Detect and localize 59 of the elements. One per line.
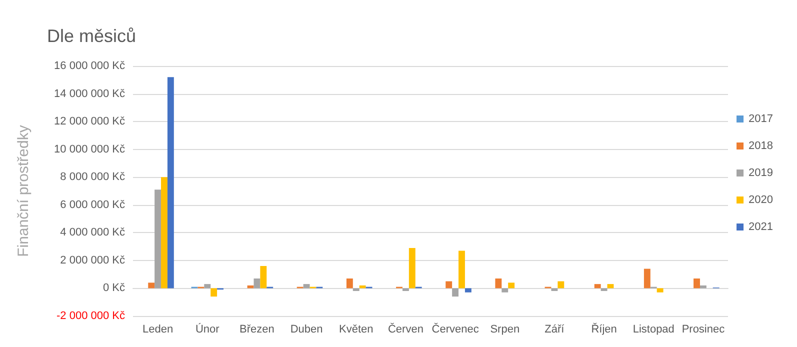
bar <box>502 288 508 292</box>
bar <box>600 288 608 291</box>
bar <box>558 281 564 288</box>
bar <box>594 284 601 288</box>
y-tick-label: 12 000 000 Kč <box>54 116 126 128</box>
x-tick-label: Leden <box>142 324 174 336</box>
legend-label: 2019 <box>748 167 774 179</box>
bar <box>167 77 174 288</box>
legend-label: 2021 <box>748 221 774 233</box>
legend-label: 2020 <box>748 194 774 206</box>
x-tick-label: Březen <box>240 324 274 336</box>
y-tick-label: 2 000 000 Kč <box>60 254 126 266</box>
x-tick-label: Říjen <box>591 322 617 336</box>
x-tick-label: Listopad <box>632 324 674 336</box>
bar <box>260 266 267 288</box>
bar <box>303 284 310 288</box>
x-tick-label: Květen <box>339 324 374 336</box>
y-tick-label: 6 000 000 Kč <box>60 198 126 211</box>
y-tick-label: 4 000 000 Kč <box>60 226 126 239</box>
legend-label: 2018 <box>748 140 774 152</box>
bar <box>644 268 650 288</box>
y-tick-label: 14 000 000 Kč <box>54 88 126 100</box>
bar <box>210 288 218 297</box>
bar <box>694 278 700 288</box>
bar <box>458 250 465 288</box>
x-tick-label: Červenec <box>432 322 480 336</box>
bar <box>359 285 366 288</box>
bar <box>700 285 706 288</box>
bar <box>408 248 416 288</box>
bar <box>204 284 211 288</box>
bar <box>161 177 168 288</box>
bar <box>346 278 353 288</box>
y-tick-label: -2 000 000 Kč <box>56 310 126 322</box>
bar <box>452 288 459 297</box>
bar <box>148 282 155 288</box>
chart-title: Dle měsiců <box>47 26 136 46</box>
x-tick-label: Červen <box>388 322 424 336</box>
bar <box>154 190 162 288</box>
bar <box>656 288 664 292</box>
y-tick-label: 16 000 000 Kč <box>54 60 126 72</box>
x-tick-label: Srpen <box>490 324 520 336</box>
y-axis-title: Finanční prostředky <box>15 124 32 257</box>
bar <box>607 284 614 288</box>
x-tick-label: Únor <box>195 322 220 336</box>
y-tick-label: 0 Kč <box>102 282 126 294</box>
x-tick-label: Prosinec <box>682 324 726 336</box>
bar <box>495 278 502 288</box>
bar <box>508 282 515 288</box>
bar <box>352 288 360 291</box>
y-tick-label: 10 000 000 Kč <box>54 143 126 156</box>
bar <box>551 288 558 291</box>
x-tick-label: Duben <box>290 324 323 336</box>
bar <box>464 288 472 292</box>
legend-label: 2017 <box>748 113 774 125</box>
bar <box>254 278 260 288</box>
bar <box>446 281 452 288</box>
bar <box>402 288 409 291</box>
y-tick-label: 8 000 000 Kč <box>60 171 126 184</box>
x-tick-label: Září <box>544 324 566 336</box>
